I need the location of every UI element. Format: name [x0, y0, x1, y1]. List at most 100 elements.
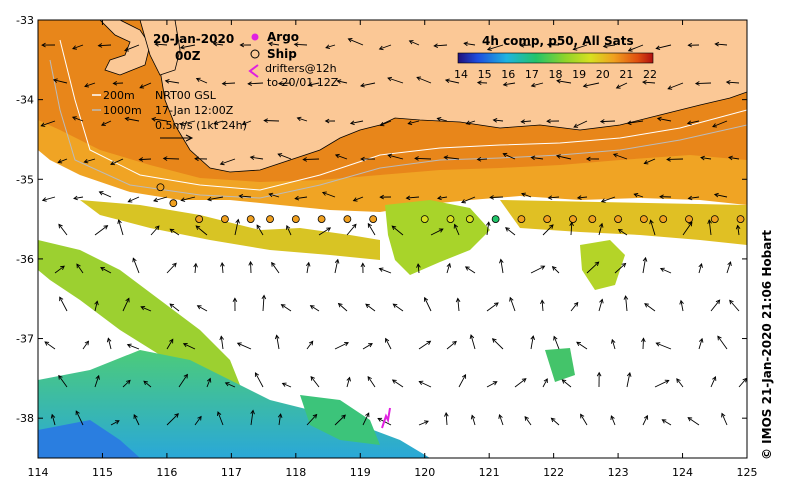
current-arrow	[222, 82, 236, 85]
current-arrow	[165, 80, 180, 84]
current-arrow	[627, 120, 644, 124]
argo-legend-icon	[251, 33, 259, 41]
current-arrowhead	[550, 417, 556, 423]
ship-position-marker	[195, 215, 204, 223]
ship-position-marker	[465, 215, 474, 223]
current-arrowhead	[254, 372, 260, 377]
current-arrowhead	[235, 218, 240, 224]
x-tick-label: 123	[608, 466, 629, 479]
current-arrow	[710, 376, 716, 388]
land-cape	[139, 20, 181, 76]
current-arrow	[570, 222, 573, 236]
current-arrowhead	[576, 341, 581, 347]
current-arrow	[737, 225, 740, 236]
current-arrow	[139, 158, 152, 161]
current-arrowhead	[573, 123, 579, 128]
current-arrowhead	[727, 261, 732, 266]
current-arrow	[656, 342, 672, 350]
current-arrow	[409, 40, 420, 46]
current-arrow	[214, 120, 224, 125]
ship-legend-label: Ship	[267, 47, 297, 61]
current-arrowhead	[138, 157, 144, 162]
current-arrow	[583, 82, 600, 87]
current-arrowhead	[151, 117, 156, 122]
sst-east-band	[500, 200, 747, 245]
current-arrowhead	[302, 157, 308, 162]
current-arrowhead	[524, 415, 529, 421]
current-scale-arrowhead	[185, 134, 194, 142]
ship-legend-icon	[250, 49, 260, 59]
current-arrow	[122, 380, 131, 388]
current-arrowhead	[729, 299, 734, 305]
current-arrow	[556, 155, 572, 160]
current-arrow	[458, 374, 466, 388]
current-arrowhead	[489, 195, 494, 200]
current-arrowhead	[642, 256, 648, 262]
sst-southwest-band	[38, 240, 240, 385]
current-arrow	[334, 342, 349, 350]
current-arrow	[380, 120, 392, 126]
current-arrowhead	[594, 261, 600, 267]
current-arrowhead	[84, 340, 90, 346]
current-arrow	[194, 416, 202, 426]
current-arrowhead	[162, 156, 168, 161]
map-date: 20-Jan-2020	[153, 32, 234, 46]
current-arrow	[303, 158, 320, 161]
current-arrowhead	[247, 81, 252, 86]
argo-track-marker	[381, 407, 391, 429]
current-arrow	[654, 379, 669, 388]
current-arrow	[505, 227, 516, 236]
current-arrowhead	[521, 378, 527, 383]
current-arrowhead	[263, 118, 268, 123]
current-arrow	[124, 44, 140, 52]
current-arrowhead	[169, 338, 174, 344]
current-arrowhead	[643, 414, 649, 420]
current-arrowhead	[712, 123, 717, 128]
current-arrowhead	[174, 413, 179, 418]
current-arrowhead	[540, 299, 545, 305]
current-arrowhead	[367, 222, 372, 228]
current-arrow	[710, 299, 720, 312]
current-arrowhead	[492, 117, 498, 123]
x-tick-label: 117	[221, 466, 242, 479]
sst-east-patch	[580, 240, 625, 290]
colorbar-ticks: 14 15 16 17 18 19 20 21 22	[454, 68, 657, 81]
current-arrow	[250, 156, 264, 160]
current-arrowhead	[268, 192, 274, 198]
current-arrow	[457, 298, 460, 312]
current-arrow	[206, 378, 211, 388]
current-arrowhead	[100, 267, 105, 272]
current-arrow	[367, 376, 376, 388]
current-arrow	[365, 303, 376, 312]
current-arrowhead	[530, 155, 536, 161]
y-tick-label: -33	[16, 14, 34, 27]
current-arrowhead	[232, 297, 238, 303]
current-arrowhead	[139, 84, 145, 89]
current-arrowhead	[117, 219, 122, 225]
current-arrowhead	[553, 335, 558, 341]
ship-position-marker	[169, 199, 178, 208]
current-arrow	[424, 297, 432, 312]
current-arrow	[178, 374, 188, 388]
current-arrow	[573, 44, 588, 50]
current-arrowhead	[659, 267, 665, 272]
current-arrow	[250, 410, 254, 426]
drifter-legend-icon	[248, 64, 259, 78]
x-tick-label: 114	[28, 466, 49, 479]
current-arrow	[132, 258, 140, 274]
current-arrowhead	[106, 337, 112, 343]
current-arrowhead	[75, 410, 80, 416]
current-arrow	[278, 82, 292, 84]
current-arrow	[306, 414, 317, 426]
current-arrowhead	[461, 373, 467, 379]
current-arrowhead	[360, 83, 365, 88]
current-arrow	[618, 229, 628, 236]
current-arrows	[40, 38, 747, 426]
current-arrow	[446, 341, 457, 350]
current-arrowhead	[423, 296, 429, 302]
current-arrowhead	[735, 224, 741, 230]
current-arrowhead	[44, 341, 50, 346]
current-arrow	[42, 196, 56, 201]
current-arrowhead	[95, 374, 100, 380]
